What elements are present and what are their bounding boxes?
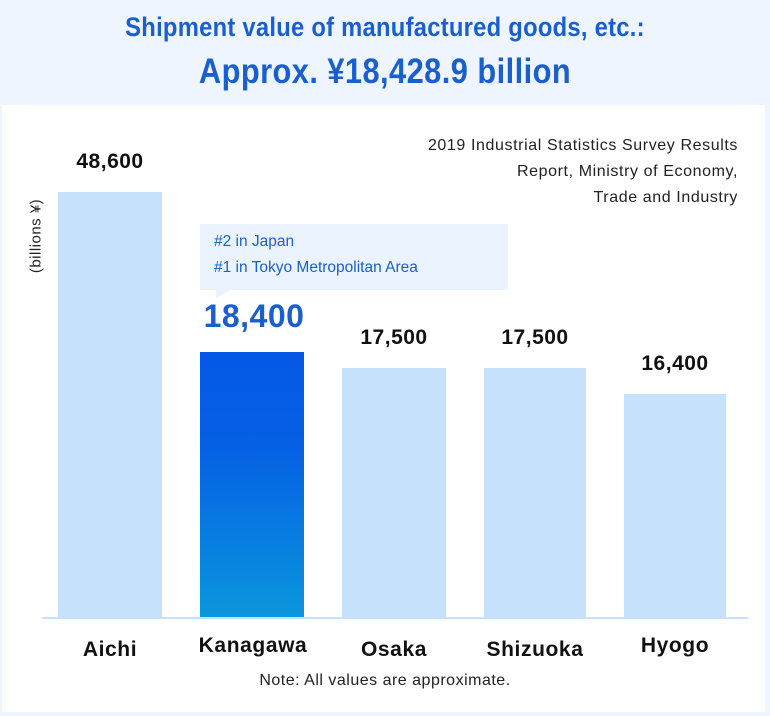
bar-osaka [342,368,446,617]
chart-total-value: Approx. ¥18,428.9 billion [198,52,572,91]
bar-hyogo [624,394,726,617]
callout-box: #2 in Japan #1 in Tokyo Metropolitan Are… [200,224,508,298]
category-label: Aichi [82,638,138,661]
chart-title: Shipment value of manufactured goods, et… [125,12,645,42]
chart-header: Shipment value of manufactured goods, et… [0,0,770,105]
callout-line: #1 in Tokyo Metropolitan Area [214,259,418,276]
category-label: Hyogo [640,634,710,657]
bar-value-label: 17,500 [501,326,569,349]
category-label: Kanagawa [198,634,308,657]
source-line: 2019 Industrial Statistics Survey Result… [427,137,738,154]
source-line: Trade and Industry [593,189,738,206]
bar-aichi [58,192,162,617]
x-axis-baseline [42,617,748,619]
source-line: Report, Ministry of Economy, [516,163,738,180]
source-note: 2019 Industrial Statistics Survey Result… [428,133,738,211]
callout-pointer [216,290,230,298]
footnote: Note: All values are approximate. [259,672,511,689]
bar-value-label-highlight: 18,400 [203,298,305,334]
category-label: Osaka [360,638,428,661]
y-axis-label: (billions ¥) [27,198,45,274]
bar-kanagawa [200,352,304,617]
callout-line: #2 in Japan [214,233,295,250]
bar-value-label: 17,500 [360,326,428,349]
bar-value-label: 16,400 [641,352,709,375]
category-label: Shizuoka [486,638,584,661]
bar-value-label: 48,600 [76,150,144,173]
bar-shizuoka [484,368,586,617]
